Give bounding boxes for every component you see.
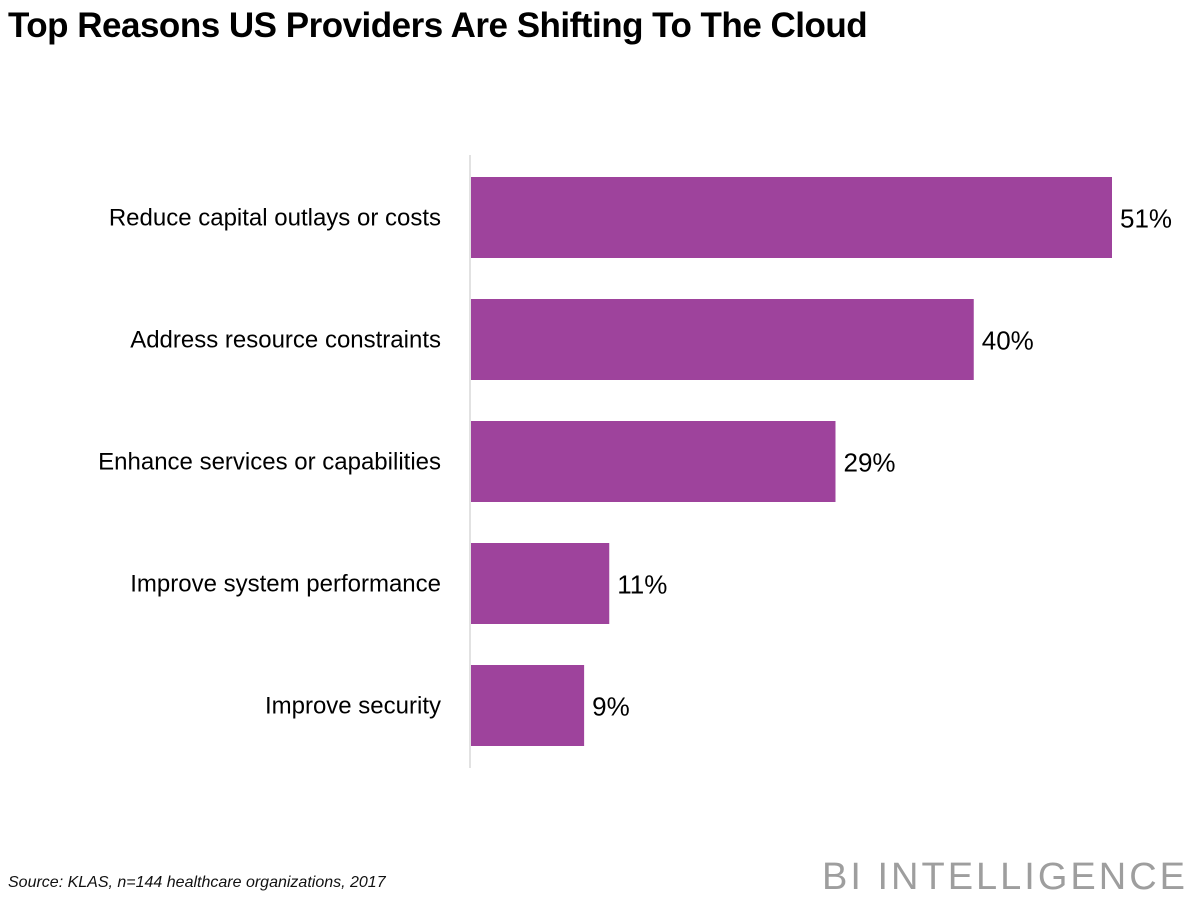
bar (471, 421, 836, 502)
bar (471, 177, 1112, 258)
category-label: Address resource constraints (130, 327, 441, 354)
bar (471, 543, 610, 624)
category-label: Reduce capital outlays or costs (109, 205, 441, 232)
bar (471, 299, 974, 380)
source-note: Source: KLAS, n=144 healthcare organizat… (8, 874, 386, 891)
category-label: Enhance services or capabilities (98, 449, 441, 476)
value-label: 40% (982, 326, 1034, 356)
category-label: Improve system performance (130, 571, 441, 598)
value-label: 9% (592, 692, 630, 722)
value-label: 51% (1120, 204, 1172, 234)
category-label: Improve security (265, 693, 441, 720)
chart-title: Top Reasons US Providers Are Shifting To… (8, 6, 868, 45)
bar (471, 665, 585, 746)
value-label: 11% (617, 570, 667, 600)
brand-logo: BI INTELLIGENCE (822, 856, 1188, 898)
bars-group: Reduce capital outlays or costs 51% Addres… (98, 177, 1172, 746)
value-label: 29% (843, 448, 895, 478)
